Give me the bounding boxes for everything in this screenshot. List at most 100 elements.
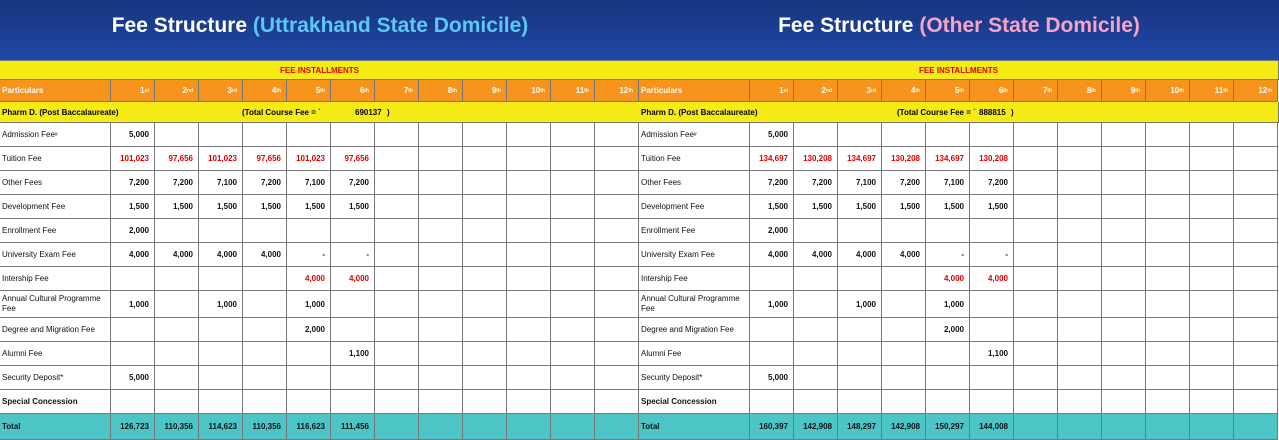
fee-cell	[287, 366, 331, 390]
fee-cell	[970, 219, 1014, 243]
fee-cell	[1102, 195, 1146, 219]
fee-cell: 7,200	[882, 171, 926, 195]
installment-suffix: rd	[871, 87, 876, 94]
fee-cell	[287, 219, 331, 243]
installment-number: 5	[954, 86, 960, 95]
fee-cell: 4,000	[243, 243, 287, 267]
fee-cell	[1102, 147, 1146, 171]
fee-cell	[1190, 318, 1234, 342]
fee-cell	[1234, 219, 1278, 243]
fee-cell: 1,000	[287, 291, 331, 318]
fee-cell: 110,356	[155, 414, 199, 440]
fee-cell: 2,000	[750, 219, 794, 243]
fee-cell: 4,000	[287, 267, 331, 291]
fee-cell	[375, 390, 419, 414]
fee-cell	[199, 390, 243, 414]
section-header: FEE INSTALLMENTS	[639, 60, 1279, 80]
fee-cell: 101,023	[199, 147, 243, 171]
fee-cell	[1014, 318, 1058, 342]
fee-cell	[1234, 414, 1278, 440]
row-label-note: #	[693, 131, 697, 138]
fee-cell	[1146, 147, 1190, 171]
fee-cell	[595, 318, 639, 342]
fee-cell	[1058, 390, 1102, 414]
fee-cell	[1058, 267, 1102, 291]
fee-cell	[463, 171, 507, 195]
fee-cell: 134,697	[926, 147, 970, 171]
fee-cell	[1058, 318, 1102, 342]
fee-cell	[331, 390, 375, 414]
row-label: Security Deposit*	[0, 366, 111, 390]
fee-cell	[1146, 171, 1190, 195]
fee-cell: -	[970, 243, 1014, 267]
panel-title: Fee Structure (Other State Domicile)	[639, 14, 1279, 38]
fee-cell	[1014, 147, 1058, 171]
fee-cell	[1190, 291, 1234, 318]
installment-suffix: th	[1047, 87, 1052, 94]
fee-cell	[331, 219, 375, 243]
fee-cell	[1234, 243, 1278, 267]
fee-cell	[155, 366, 199, 390]
fee-cell	[1190, 414, 1234, 440]
fee-cell	[111, 267, 155, 291]
fee-cell	[838, 219, 882, 243]
installment-suffix: st	[783, 87, 788, 94]
fee-cell	[1058, 171, 1102, 195]
fee-cell	[287, 342, 331, 366]
installment-suffix: th	[1223, 87, 1228, 94]
fee-cell	[1234, 318, 1278, 342]
fee-cell	[287, 123, 331, 147]
program-name: Pharm D. (Post Baccalaureate)	[2, 108, 119, 117]
fee-cell	[199, 219, 243, 243]
fee-cell	[882, 318, 926, 342]
column-header: Particulars	[639, 80, 750, 102]
fee-cell	[375, 366, 419, 390]
fee-cell	[1234, 291, 1278, 318]
fee-cell: 1,500	[199, 195, 243, 219]
installment-suffix: th	[1267, 87, 1272, 94]
fee-cell	[882, 291, 926, 318]
fee-cell	[243, 318, 287, 342]
fee-cell: 4,000	[970, 267, 1014, 291]
fee-cell: 130,208	[970, 147, 1014, 171]
fee-cell	[970, 291, 1014, 318]
fee-cell	[750, 318, 794, 342]
fee-cell	[1234, 366, 1278, 390]
fee-cell	[970, 123, 1014, 147]
fee-cell: 101,023	[111, 147, 155, 171]
fee-cell	[1014, 219, 1058, 243]
fee-cell	[507, 219, 551, 243]
fee-cell	[155, 219, 199, 243]
fee-cell	[794, 267, 838, 291]
fee-cell	[1014, 291, 1058, 318]
fee-cell	[926, 123, 970, 147]
fee-cell	[1146, 195, 1190, 219]
fee-cell	[750, 342, 794, 366]
fee-cell	[882, 123, 926, 147]
fee-cell: 1,500	[882, 195, 926, 219]
installment-number: 2	[821, 86, 826, 95]
course-fee: 888815	[979, 108, 1006, 117]
fee-cell	[507, 414, 551, 440]
fee-cell: 4,000	[750, 243, 794, 267]
fee-cell	[1014, 414, 1058, 440]
fee-cell: 7,200	[111, 171, 155, 195]
fee-cell	[838, 342, 882, 366]
fee-cell	[155, 267, 199, 291]
row-label-text: Special Concession	[641, 396, 717, 406]
fee-cell	[1014, 171, 1058, 195]
fee-cell	[111, 318, 155, 342]
fee-cell	[926, 219, 970, 243]
fee-cell	[1014, 123, 1058, 147]
row-label: Security Deposit*	[639, 366, 750, 390]
installment-suffix: th	[959, 87, 964, 94]
fee-cell	[970, 390, 1014, 414]
fee-cell: -	[287, 243, 331, 267]
column-header: Particulars	[0, 80, 111, 102]
